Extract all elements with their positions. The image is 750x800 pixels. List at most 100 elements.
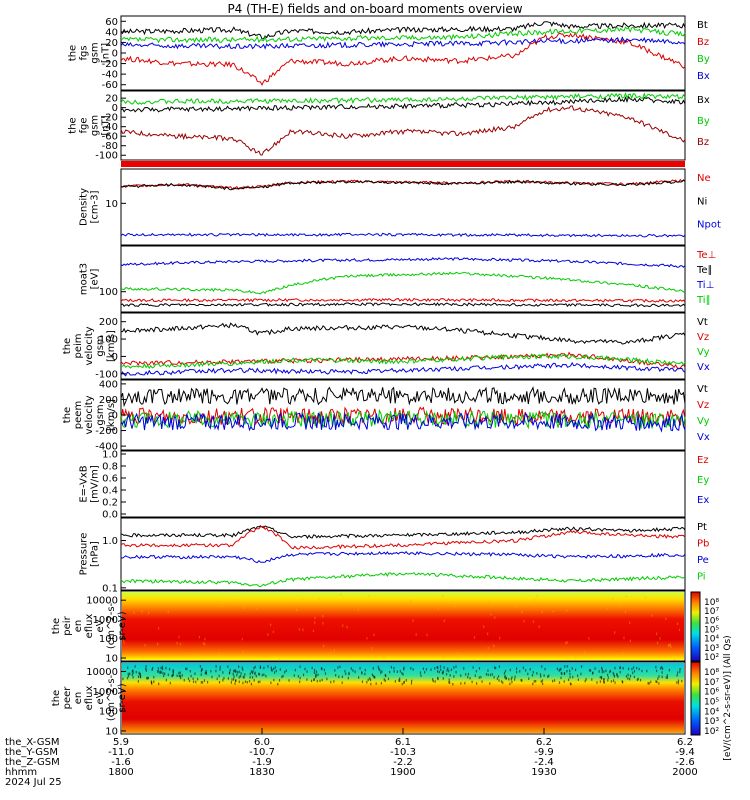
x-row-value: -10.3 (390, 747, 416, 758)
spectrogram-pixel (223, 676, 225, 680)
spectrogram-pixel (473, 636, 476, 639)
spectrogram-pixel (254, 665, 256, 669)
spectrogram-pixel (668, 643, 670, 647)
spectrogram-pixel (613, 673, 615, 676)
y-axis-label: gsm (90, 115, 101, 136)
spectrogram-pixel (299, 676, 301, 680)
spectrogram-pixel (373, 633, 375, 637)
spectrogram-pixel (480, 675, 482, 679)
spectrogram-pixel (532, 620, 535, 623)
y-axis-label: gsm (95, 404, 106, 425)
series-Ne (120, 178, 686, 190)
y-tick-label: 60 (105, 17, 118, 28)
spectrogram-pixel (676, 681, 678, 684)
spectrogram-pixel (633, 669, 636, 673)
spectrogram-pixel (261, 673, 263, 677)
spectrogram-pixel (563, 672, 565, 675)
colorbar-tick: 10² (704, 727, 719, 737)
y-axis-label: [mV/m] (90, 465, 101, 503)
spectrogram-pixel (655, 669, 658, 673)
x-row-value: -2.2 (393, 757, 413, 768)
spectrogram-pixel (322, 614, 324, 618)
x-row-label: hhmm (5, 767, 37, 778)
spectrogram-pixel (164, 672, 166, 675)
spectrogram-pixel (569, 669, 571, 673)
spectrogram-pixel (312, 629, 315, 633)
y-tick-label: 200 (99, 317, 118, 328)
spectrogram-pixel (132, 671, 134, 675)
spectrogram-pixel (560, 667, 562, 671)
spectrogram-pixel (357, 608, 359, 611)
colorbar-tick: 10⁶ (704, 616, 719, 626)
spectrogram-pixel (253, 666, 255, 670)
spectrogram-pixel (601, 666, 603, 670)
spectrogram-pixel (614, 681, 616, 684)
spectrogram-pixel (564, 665, 566, 668)
spectrogram-pixel (383, 678, 385, 681)
spectrogram-pixel (505, 677, 507, 680)
spectrogram-pixel (457, 651, 459, 655)
spectrogram-pixel (445, 673, 448, 676)
spectrogram-pixel (570, 682, 572, 686)
spectrogram-pixel (249, 676, 251, 679)
spectrogram-pixel (569, 675, 571, 679)
spectrogram-pixel (341, 681, 343, 684)
panel-frame (120, 590, 686, 662)
spectrogram-pixel (369, 678, 372, 682)
legend-Vz: Vz (697, 400, 709, 411)
spectrogram-pixel (359, 667, 361, 670)
spectrogram-pixel (527, 672, 529, 676)
spectrogram-pixel (178, 674, 180, 678)
page-title: P4 (TH-E) fields and on-board moments ov… (227, 2, 523, 16)
spectrogram-pixel (296, 608, 298, 612)
spectrogram-pixel (265, 674, 267, 678)
spectrogram-pixel (192, 680, 195, 683)
spectrogram-pixel (670, 645, 672, 649)
spectrogram-pixel (137, 675, 140, 679)
spectrogram-pixel (511, 676, 513, 679)
spectrogram-pixel (374, 675, 376, 679)
spectrogram-pixel (629, 639, 631, 643)
spectrogram-pixel (297, 674, 300, 678)
legend-Te∥: Te∥ (696, 265, 713, 276)
spectrogram-pixel (607, 679, 609, 682)
spectrogram-pixel (521, 679, 523, 682)
spectrogram-pixel (419, 671, 422, 674)
spectrogram-pixel (510, 677, 512, 681)
spectrogram-pixel (181, 674, 183, 677)
spectrogram-pixel (543, 674, 545, 677)
y-tick-label: -40 (102, 70, 118, 81)
spectrogram-pixel (614, 666, 616, 670)
spectrogram-pixel (412, 619, 414, 622)
x-row-value: -9.9 (534, 747, 554, 758)
spectrogram-pixel (439, 665, 442, 668)
series-Vt (120, 386, 686, 408)
legend-Ti⊥: Ti⊥ (696, 280, 714, 291)
spectrogram-pixel (270, 666, 272, 670)
spectrogram-pixel (238, 680, 240, 684)
x-row-value: 1800 (108, 767, 133, 778)
spectrogram-pixel (321, 678, 323, 682)
y-axis-label: eflux (84, 614, 95, 639)
spectrogram-pixel (531, 673, 534, 677)
legend-Ex: Ex (697, 495, 709, 506)
spectrogram-pixel (469, 676, 471, 680)
y-tick-label: -400 (95, 442, 118, 453)
spectrogram-pixel (278, 679, 281, 682)
spectrogram-pixel (371, 673, 374, 676)
spectrogram-pixel (590, 669, 592, 672)
y-tick-label: 0.1 (102, 583, 118, 594)
spectrogram-pixel (567, 678, 570, 682)
spectrogram-pixel (665, 676, 667, 679)
y-axis-label: [nT] (101, 115, 112, 135)
spectrogram-pixel (279, 658, 281, 662)
spectrogram-pixel (172, 673, 174, 676)
spectrogram-pixel (442, 656, 444, 659)
spectrogram-pixel (160, 666, 162, 670)
spectrogram-pixel (644, 596, 647, 599)
spectrogram-pixel (585, 677, 587, 681)
spectrogram-pixel (145, 667, 147, 671)
spectrogram-pixel (673, 657, 676, 661)
x-row-value: 2000 (672, 767, 697, 778)
spectrogram-pixel (274, 666, 276, 669)
